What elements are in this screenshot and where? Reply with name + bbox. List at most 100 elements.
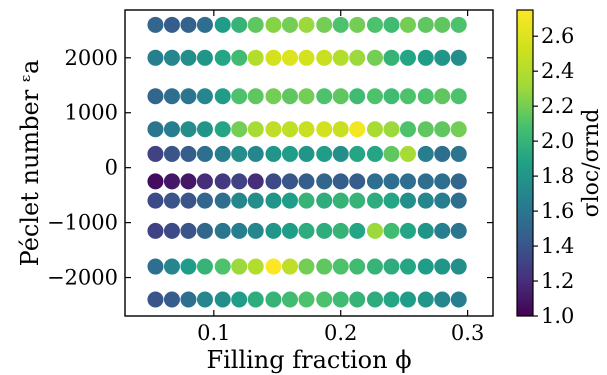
data-point <box>399 291 416 308</box>
data-point <box>281 258 298 275</box>
data-point <box>434 258 451 275</box>
data-point <box>383 121 400 138</box>
data-point <box>231 173 248 190</box>
data-point <box>214 258 231 275</box>
data-point <box>163 192 180 209</box>
data-point <box>349 258 366 275</box>
data-point <box>349 88 366 105</box>
data-point <box>383 88 400 105</box>
data-point <box>417 121 434 138</box>
data-point <box>231 16 248 33</box>
data-point <box>147 222 164 239</box>
data-point <box>180 173 197 190</box>
data-point <box>316 88 333 105</box>
data-point <box>298 88 315 105</box>
data-point <box>316 16 333 33</box>
data-point <box>180 49 197 66</box>
data-point <box>450 258 467 275</box>
data-point <box>247 88 264 105</box>
data-point <box>332 173 349 190</box>
data-point <box>231 291 248 308</box>
data-point <box>298 49 315 66</box>
data-point <box>332 16 349 33</box>
data-point <box>349 49 366 66</box>
data-point <box>434 222 451 239</box>
x-tick-label: 0.2 <box>324 321 357 345</box>
data-point <box>434 145 451 162</box>
data-point <box>399 222 416 239</box>
data-point <box>265 16 282 33</box>
data-point <box>399 121 416 138</box>
data-point <box>316 121 333 138</box>
data-point <box>399 49 416 66</box>
data-point <box>265 222 282 239</box>
data-point <box>147 258 164 275</box>
data-point <box>434 192 451 209</box>
data-point <box>298 258 315 275</box>
data-point <box>265 173 282 190</box>
colorbar-tick-label: 2.6 <box>541 24 574 48</box>
data-point <box>450 16 467 33</box>
data-point <box>450 88 467 105</box>
y-tick-label: 2000 <box>65 46 118 70</box>
data-point <box>247 192 264 209</box>
data-point <box>163 258 180 275</box>
y-axis-label: Péclet number ᵋa <box>16 60 44 267</box>
data-point <box>196 121 213 138</box>
data-point <box>349 121 366 138</box>
data-point <box>332 222 349 239</box>
plot-frame <box>124 9 494 317</box>
data-point <box>281 291 298 308</box>
data-point <box>196 192 213 209</box>
y-tick-label: 1000 <box>65 101 118 125</box>
data-point <box>349 291 366 308</box>
data-point <box>450 49 467 66</box>
data-point <box>196 258 213 275</box>
colorbar-tick-label: 2.2 <box>541 94 574 118</box>
data-point <box>298 173 315 190</box>
data-point <box>247 258 264 275</box>
colorbar-tick-label: 2.0 <box>541 129 574 153</box>
data-point <box>247 49 264 66</box>
data-point <box>383 145 400 162</box>
data-point <box>298 222 315 239</box>
data-point <box>163 173 180 190</box>
data-point <box>383 291 400 308</box>
data-point <box>450 173 467 190</box>
data-point <box>281 16 298 33</box>
x-axis-label: Filling fraction ϕ <box>206 346 411 374</box>
data-point <box>399 16 416 33</box>
data-point <box>366 222 383 239</box>
data-point <box>316 291 333 308</box>
data-point <box>163 121 180 138</box>
data-point <box>196 222 213 239</box>
data-points <box>147 16 467 308</box>
data-point <box>214 222 231 239</box>
colorbar-ticks: 1.0 1.2 1.4 1.6 1.8 2.0 2.2 2.4 2.6 <box>533 24 574 328</box>
data-point <box>366 258 383 275</box>
data-point <box>434 121 451 138</box>
x-tick-label: 0.3 <box>451 321 484 345</box>
data-point <box>349 222 366 239</box>
data-point <box>332 121 349 138</box>
data-point <box>147 192 164 209</box>
data-point <box>163 16 180 33</box>
data-point <box>298 145 315 162</box>
data-point <box>163 145 180 162</box>
data-point <box>265 192 282 209</box>
data-point <box>316 222 333 239</box>
data-point <box>247 16 264 33</box>
data-point <box>281 145 298 162</box>
data-point <box>147 173 164 190</box>
data-point <box>214 173 231 190</box>
x-axis-ticks: 0.1 0.2 0.3 <box>197 10 484 345</box>
data-point <box>383 49 400 66</box>
colorbar-label: σloc/σrnd <box>579 109 604 218</box>
colorbar-tick-label: 2.4 <box>541 59 574 83</box>
data-point <box>147 145 164 162</box>
data-point <box>163 49 180 66</box>
data-point <box>281 121 298 138</box>
data-point <box>147 49 164 66</box>
data-point <box>399 88 416 105</box>
